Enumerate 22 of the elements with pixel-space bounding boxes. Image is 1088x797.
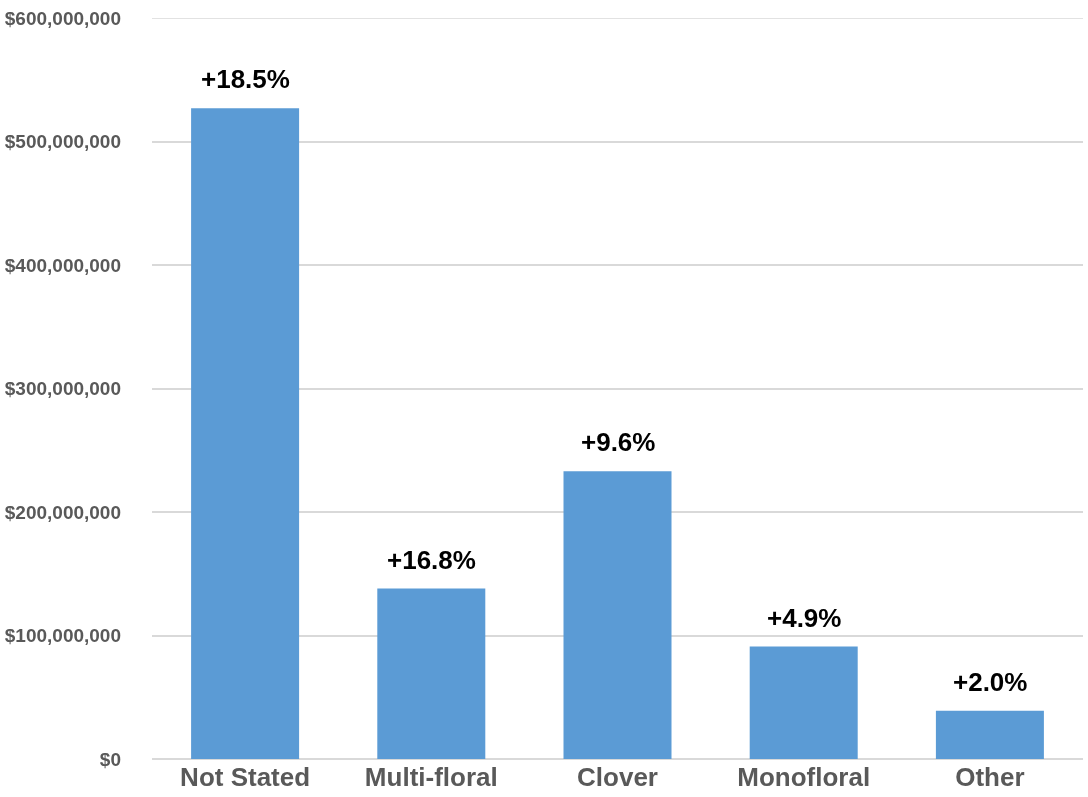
x-tick-label: Not Stated — [180, 762, 311, 792]
bar — [563, 471, 672, 759]
y-tick-label: $400,000,000 — [4, 254, 121, 276]
x-tick-label: Other — [955, 762, 1025, 792]
x-tick-label: Clover — [577, 762, 658, 792]
annotation: +18.5% — [201, 64, 290, 94]
bar — [935, 710, 1044, 759]
bar — [377, 588, 486, 759]
x-tick-label: Monofloral — [737, 762, 871, 792]
annotation: +2.0% — [953, 667, 1028, 697]
annotation: +4.9% — [767, 603, 842, 633]
y-tick-label: $600,000,000 — [4, 7, 121, 29]
y-tick-label: $300,000,000 — [4, 378, 121, 400]
y-tick-label: $500,000,000 — [4, 131, 121, 153]
x-tick-label: Multi-floral — [364, 762, 498, 792]
annotation: +16.8% — [387, 545, 476, 575]
y-tick-label: $100,000,000 — [4, 625, 121, 647]
y-tick-label: $0 — [99, 748, 121, 770]
bar — [191, 108, 300, 759]
y-tick-label: $200,000,000 — [4, 501, 121, 523]
bar — [749, 646, 858, 759]
annotation: +9.6% — [581, 427, 656, 457]
